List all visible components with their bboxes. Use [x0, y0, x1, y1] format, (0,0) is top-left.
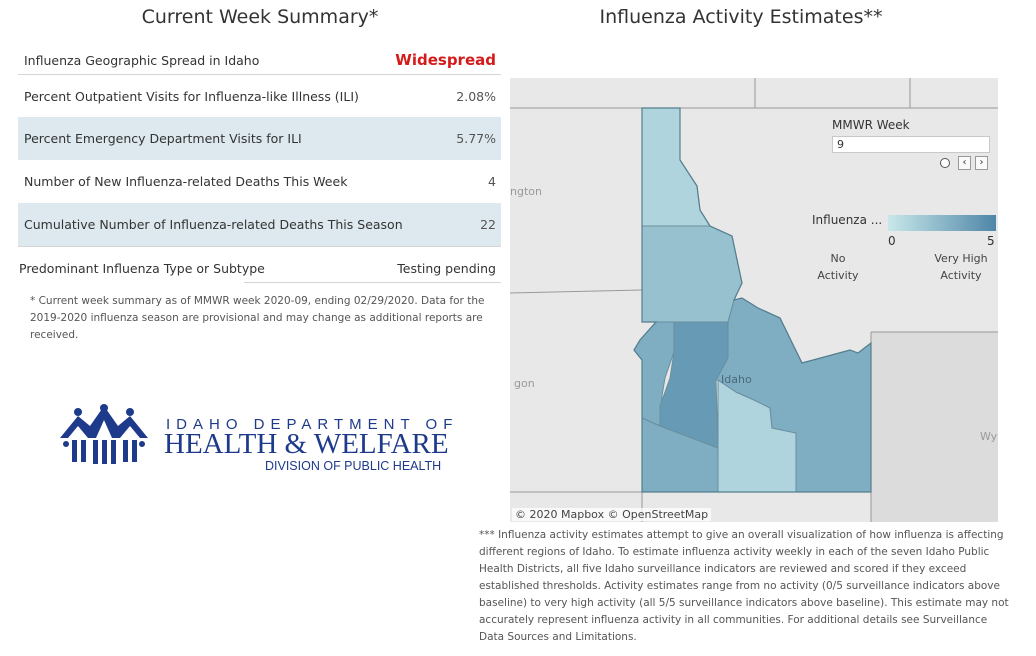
idhw-logo: IDAHO DEPARTMENT OF HEALTH & WELFARE DIV…	[56, 404, 456, 480]
state-border	[510, 289, 643, 294]
legend-min: 0	[888, 234, 896, 248]
summary-row-predominant-type: Predominant Influenza Type or Subtype Te…	[18, 254, 501, 282]
summary-footnote: * Current week summary as of MMWR week 2…	[30, 295, 485, 341]
row-label: Predominant Influenza Type or Subtype	[19, 260, 265, 276]
row-divider	[18, 246, 501, 247]
row-label: Percent Outpatient Visits for Influenza-…	[24, 88, 359, 104]
summary-row-cumulative-deaths: Cumulative Number of Influenza-related D…	[18, 203, 501, 246]
idaho-map[interactable]: ngton gon Idaho Wy MMWR Week 9 ‹ › Influ…	[510, 78, 998, 522]
previous-week-button[interactable]: ‹	[958, 156, 971, 170]
legend-low-note: No Activity	[817, 252, 859, 282]
mmwr-week-input[interactable]: 9	[832, 136, 990, 153]
place-label: ngton	[510, 185, 542, 198]
legend-color-ramp	[888, 215, 996, 231]
legend-title: Influenza ...	[812, 213, 883, 227]
neighbor-state-region	[871, 332, 998, 522]
legend-high-note: Very High Activity	[934, 252, 988, 282]
row-label: Influenza Geographic Spread in Idaho	[24, 52, 260, 68]
place-label: Idaho	[721, 373, 752, 386]
family-figures-icon	[60, 404, 148, 464]
idaho-outline	[633, 107, 872, 493]
logo-line-3: DIVISION OF PUBLIC HEALTH	[265, 459, 442, 473]
map-canvas	[510, 78, 998, 522]
map-title: Influenza Activity Estimates**	[599, 6, 883, 28]
map-attribution[interactable]: © 2020 Mapbox © OpenStreetMap	[512, 508, 712, 521]
row-divider	[18, 74, 501, 75]
place-label: Wy	[980, 430, 998, 443]
row-label: Percent Emergency Department Visits for …	[24, 131, 302, 146]
district-2-region[interactable]	[641, 225, 743, 323]
summary-title: Current Week Summary*	[141, 6, 379, 28]
row-label: Cumulative Number of Influenza-related D…	[24, 217, 403, 232]
legend-max: 5	[987, 234, 995, 248]
play-radio-icon[interactable]	[940, 158, 950, 168]
logo-line-1: IDAHO DEPARTMENT OF	[166, 416, 459, 433]
row-divider	[244, 282, 501, 283]
row-value: Widespread	[395, 51, 496, 69]
row-value: 4	[488, 174, 496, 189]
summary-row-ed-ili: Percent Emergency Department Visits for …	[18, 117, 501, 160]
summary-row-new-deaths: Number of New Influenza-related Deaths T…	[18, 160, 501, 203]
row-value: 2.08%	[456, 88, 496, 104]
row-value: 22	[480, 217, 496, 232]
row-value: Testing pending	[397, 260, 496, 276]
row-value: 5.77%	[456, 131, 496, 146]
logo-line-2: HEALTH & WELFARE	[164, 428, 449, 460]
map-footnote: *** Influenza activity estimates attempt…	[479, 529, 1009, 643]
summary-row-geographic-spread: Influenza Geographic Spread in Idaho Wid…	[18, 46, 501, 74]
next-week-button[interactable]: ›	[975, 156, 988, 170]
summary-row-outpatient-ili: Percent Outpatient Visits for Influenza-…	[18, 75, 501, 117]
place-label: gon	[514, 377, 535, 390]
mmwr-week-label: MMWR Week	[832, 118, 910, 132]
row-label: Number of New Influenza-related Deaths T…	[24, 174, 348, 189]
